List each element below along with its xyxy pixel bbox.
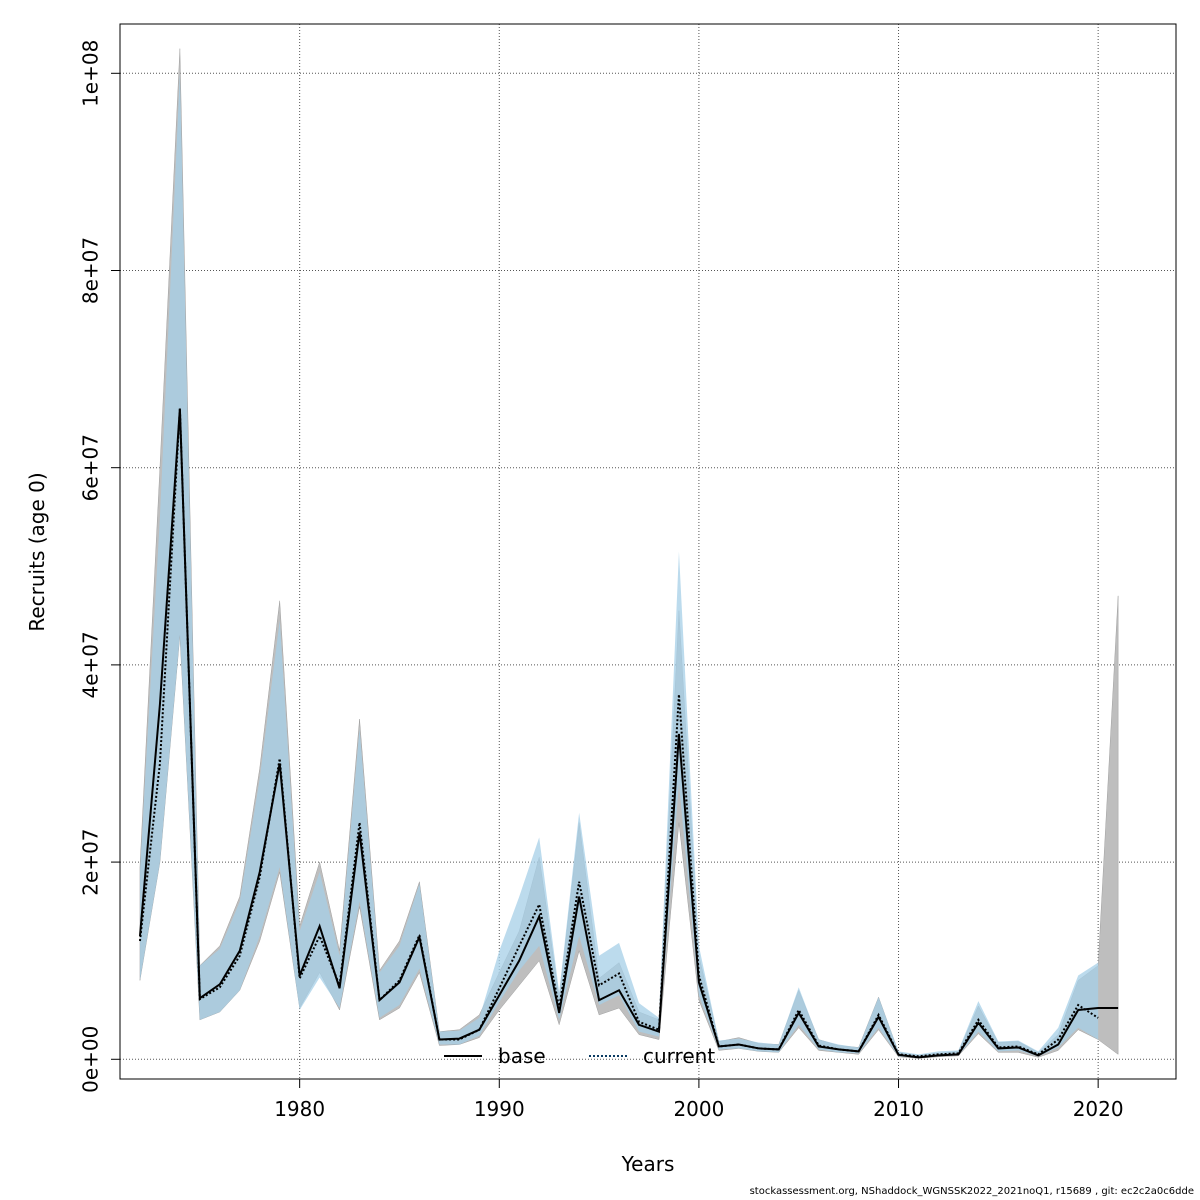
x-tick-label: 1980 xyxy=(274,1097,325,1121)
x-tick-label: 2010 xyxy=(873,1097,924,1121)
x-axis: 1980 1990 2000 2010 2020 xyxy=(274,1078,1124,1121)
series-lines xyxy=(138,408,1119,1059)
y-tick-label: 1e+08 xyxy=(79,40,103,107)
current-confidence-band xyxy=(139,73,1099,1058)
legend: base current xyxy=(444,1044,715,1068)
current-line xyxy=(138,408,1099,1058)
legend-base-label: base xyxy=(498,1044,546,1068)
confidence-bands xyxy=(139,48,1119,1059)
plot-frame xyxy=(119,23,1177,1080)
x-tick-label: 1990 xyxy=(474,1097,525,1121)
y-tick-label: 2e+07 xyxy=(79,828,103,895)
x-axis-title: Years xyxy=(621,1152,675,1176)
y-axis: 0e+00 2e+07 4e+07 6e+07 8e+07 1e+08 xyxy=(79,40,120,1093)
y-tick-label: 4e+07 xyxy=(79,631,103,698)
y-tick-label: 0e+00 xyxy=(79,1026,103,1093)
base-line xyxy=(138,408,1119,1059)
y-axis-title: Recruits (age 0) xyxy=(25,472,49,631)
y-tick-label: 8e+07 xyxy=(79,237,103,304)
footer-credit: stockassessment.org, NShaddock_WGNSSK202… xyxy=(749,1186,1194,1197)
x-tick-label: 2020 xyxy=(1073,1097,1124,1121)
y-tick-label: 6e+07 xyxy=(79,434,103,501)
legend-current-label: current xyxy=(643,1044,715,1068)
grid xyxy=(120,24,1176,1079)
x-tick-label: 2000 xyxy=(673,1097,724,1121)
